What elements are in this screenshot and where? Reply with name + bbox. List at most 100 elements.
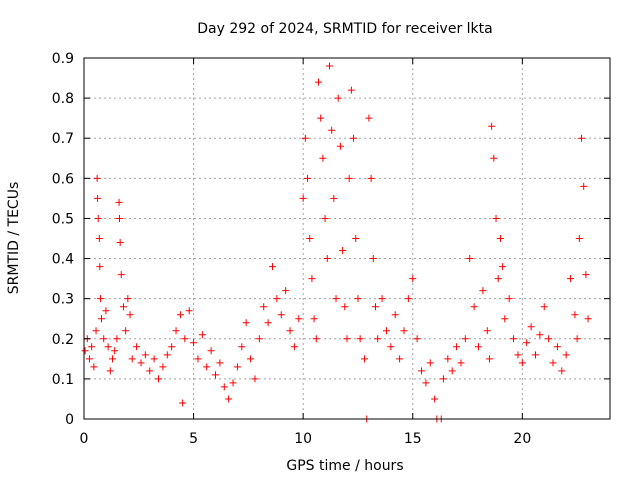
data-point <box>409 275 417 283</box>
data-point <box>96 263 104 271</box>
data-point <box>268 263 276 271</box>
data-point <box>540 303 548 311</box>
data-point <box>304 174 312 182</box>
data-point <box>371 303 379 311</box>
y-tick-label: 0.3 <box>52 292 74 308</box>
data-point <box>159 363 167 371</box>
data-point <box>496 235 504 242</box>
data-point <box>113 335 121 343</box>
data-point <box>492 214 500 222</box>
data-point <box>308 275 316 283</box>
data-point <box>518 359 526 367</box>
data-point <box>369 255 377 263</box>
data-marks <box>81 62 592 423</box>
data-point <box>233 363 241 371</box>
data-point <box>172 327 180 335</box>
data-point <box>277 311 285 319</box>
data-point <box>378 295 386 303</box>
data-point <box>163 351 171 359</box>
data-point <box>483 327 491 335</box>
data-point <box>354 295 362 303</box>
data-point <box>328 126 336 134</box>
data-point <box>295 315 303 323</box>
x-tick-label: 15 <box>404 431 422 447</box>
y-axis-label: SRMTID / TECUs <box>6 182 22 295</box>
data-point <box>238 343 246 351</box>
data-point <box>216 359 224 367</box>
data-point <box>391 311 399 319</box>
data-point <box>361 355 369 363</box>
data-point <box>108 355 116 363</box>
data-point <box>418 367 426 375</box>
data-point <box>461 335 469 343</box>
data-point <box>106 367 114 375</box>
data-point <box>93 174 101 182</box>
data-point <box>220 383 228 391</box>
data-point <box>582 271 590 279</box>
data-point <box>194 355 202 363</box>
y-tick-label: 0.4 <box>52 252 74 268</box>
data-point <box>319 154 327 162</box>
data-point <box>247 355 255 363</box>
data-point <box>102 307 110 315</box>
data-point <box>315 78 323 86</box>
data-point <box>122 327 130 335</box>
data-point <box>116 214 124 222</box>
data-point <box>457 359 465 367</box>
data-point <box>330 194 338 202</box>
data-point <box>323 255 331 263</box>
chart-title: Day 292 of 2024, SRMTID for receiver lkt… <box>197 21 492 37</box>
data-point <box>88 343 96 351</box>
y-tick-label: 0.9 <box>52 51 74 67</box>
data-point <box>352 235 360 242</box>
data-point <box>523 339 531 347</box>
data-point <box>350 134 358 142</box>
data-point <box>536 331 544 339</box>
data-point <box>365 114 373 122</box>
data-point <box>255 335 263 343</box>
data-point <box>273 295 281 303</box>
data-point <box>470 303 478 311</box>
data-point <box>94 194 102 202</box>
data-point <box>150 355 158 363</box>
data-point <box>168 343 176 351</box>
x-tick-label: 5 <box>189 431 198 447</box>
data-point <box>439 375 447 383</box>
data-point <box>104 343 112 351</box>
data-point <box>94 214 102 222</box>
data-point <box>176 311 184 319</box>
data-point <box>490 154 498 162</box>
x-tick-label: 10 <box>294 431 312 447</box>
data-point <box>181 335 189 343</box>
data-point <box>117 271 125 279</box>
data-point <box>479 287 487 295</box>
data-point <box>146 367 154 375</box>
data-point <box>387 343 395 351</box>
data-point <box>95 235 103 242</box>
data-point <box>321 214 329 222</box>
data-point <box>426 359 434 367</box>
data-point <box>116 239 124 247</box>
data-point <box>282 287 290 295</box>
data-point <box>558 367 566 375</box>
data-point <box>251 375 259 383</box>
data-point <box>306 235 314 242</box>
data-point <box>286 327 294 335</box>
data-point <box>514 351 522 359</box>
y-tick-label: 0.7 <box>52 131 74 147</box>
data-point <box>128 355 136 363</box>
data-point <box>499 263 507 271</box>
data-point <box>448 367 456 375</box>
data-point <box>126 311 134 319</box>
data-point <box>301 134 309 142</box>
ticks: 0 0.1 0.2 0.3 0.4 0.5 0.6 0.7 0.8 0.9 0 5 10 15 20 <box>52 51 610 447</box>
data-point <box>549 359 557 367</box>
data-point <box>133 343 141 351</box>
data-point <box>580 182 588 190</box>
data-point <box>584 315 592 323</box>
data-point <box>336 142 344 150</box>
data-point <box>137 359 145 367</box>
data-point <box>510 335 518 343</box>
grid <box>84 58 610 419</box>
data-point <box>567 275 575 283</box>
